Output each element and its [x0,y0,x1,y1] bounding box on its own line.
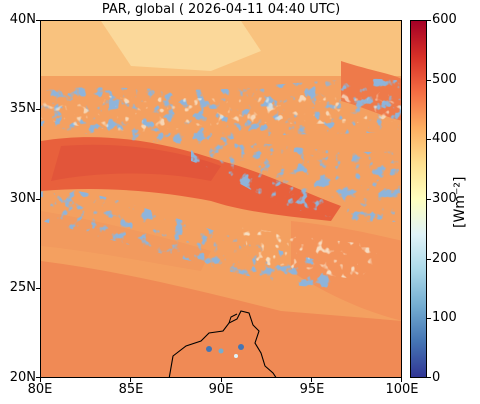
colorbar-tick [427,377,431,378]
colorbar-tick-label: 600 [432,12,457,27]
lat-tick [36,199,40,200]
lat-tick [36,109,40,110]
colorbar-tick [427,199,431,200]
lon-label-80e: 80E [27,382,53,397]
colorbar-tick [427,79,431,81]
lat-label-40n: 40N [9,12,36,27]
colorbar-tick-label: 400 [432,131,457,147]
colorbar-tick-label: 500 [432,71,457,87]
lon-label-100e: 100E [385,382,419,397]
lon-tick [221,378,222,382]
lon-tick [401,378,402,382]
colorbar-tick [427,20,431,21]
colorbar-tick [427,318,431,320]
colorbar-tick [427,258,431,260]
lat-label-25n: 25N [9,280,36,295]
colorbar-label: [Wm⁻²] [452,176,468,228]
colorbar-tick-label: 0 [432,370,441,385]
lon-tick [40,378,41,382]
colorbar [410,20,427,378]
lon-tick [311,378,312,382]
colorbar-tick-label: 200 [432,250,457,266]
colorbar-tick-label: 100 [432,310,457,326]
lon-label-90e: 90E [208,382,234,397]
lat-tick [36,288,40,289]
lon-tick [130,378,131,382]
lat-label-20n: 20N [9,370,36,385]
lon-label-85e: 85E [118,382,144,397]
par-field [41,21,401,377]
map-title: PAR, global ( 2026-04-11 04:40 UTC) [101,2,341,17]
lat-label-30n: 30N [9,191,36,206]
lat-label-35n: 35N [9,101,36,116]
lon-label-95e: 95E [299,382,325,397]
par-map [40,20,402,378]
colorbar-tick-label: 300 [432,191,457,206]
lat-tick [36,20,40,21]
lat-tick [36,377,40,378]
colorbar-tick [427,139,431,141]
